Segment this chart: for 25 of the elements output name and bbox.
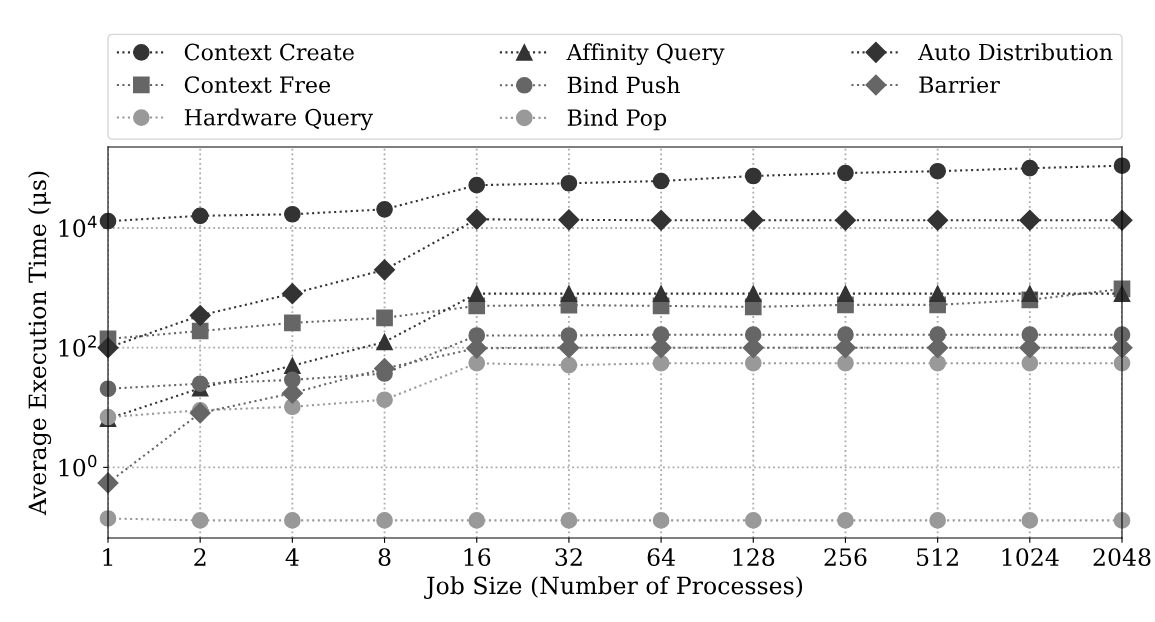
x-tick-label: 32 <box>555 548 582 566</box>
x-tick-label: 256 <box>824 548 867 566</box>
legend-label: Context Create <box>184 43 354 61</box>
y-tick-label: 10$^{0}$ <box>59 454 97 477</box>
legend-label: Auto Distribution <box>917 43 1113 61</box>
x-tick-label: 2048 <box>1093 548 1151 566</box>
x-tick-label: 1024 <box>1002 548 1059 566</box>
x-tick-label: 2 <box>194 548 206 566</box>
x-tick-label: 128 <box>733 548 775 566</box>
x-axis-title: Job Size (Number of Processes) <box>424 576 803 599</box>
y-tick-label: 10$^{2}$ <box>59 335 96 357</box>
legend-label: Affinity Query <box>566 43 725 66</box>
y-axis-title: Average Execution Time (μs) <box>27 171 52 516</box>
x-tick-label: 512 <box>917 548 958 566</box>
legend-label: Hardware Query <box>184 108 373 131</box>
legend-label: Barrier <box>919 76 1000 94</box>
x-tick-label: 8 <box>378 548 391 566</box>
x-tick-label: 64 <box>647 548 675 566</box>
y-tick-label: 10$^{4}$ <box>59 215 97 238</box>
legend-label: Bind Push <box>567 76 680 94</box>
legend-label: Bind Pop <box>567 108 667 131</box>
x-tick-label: 16 <box>464 548 491 566</box>
x-tick-label: 4 <box>285 548 299 566</box>
legend-label: Context Free <box>184 76 331 94</box>
x-tick-label: 1 <box>103 548 113 566</box>
